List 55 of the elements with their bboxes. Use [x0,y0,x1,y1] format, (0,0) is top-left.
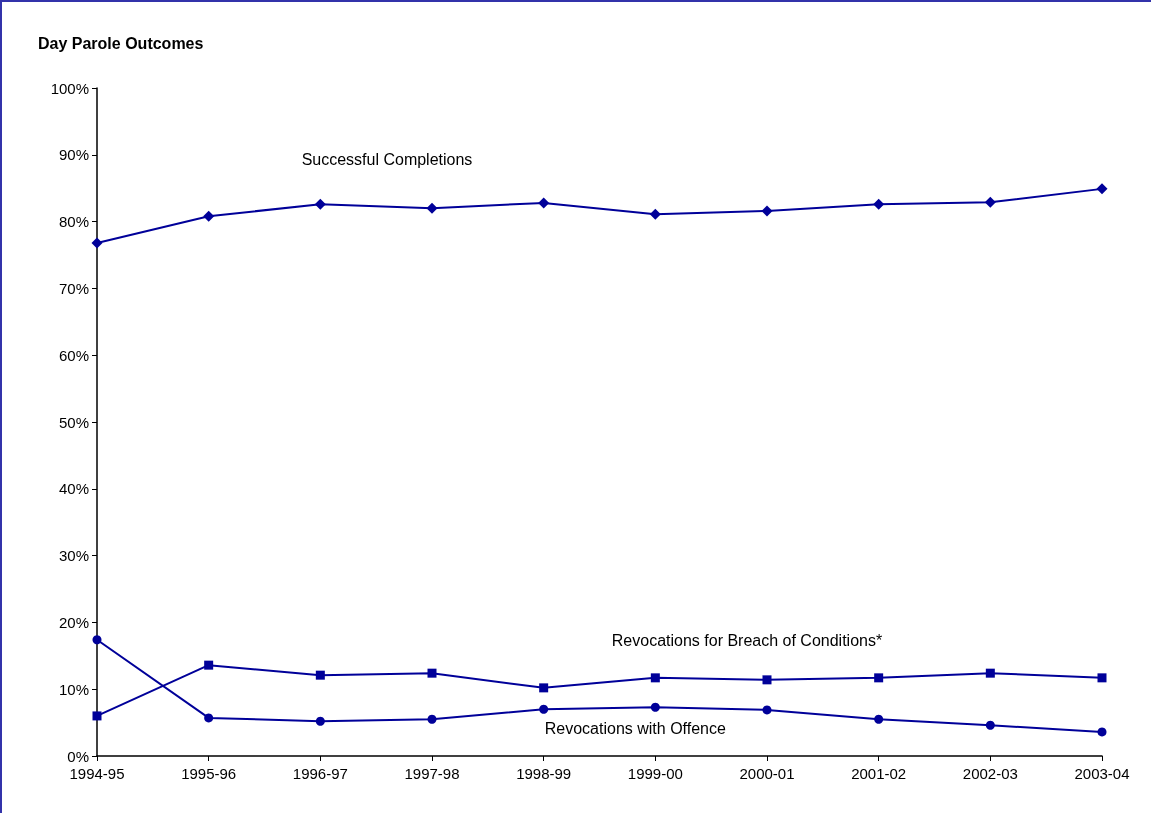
point [315,670,325,680]
y-tick-label: 20% [58,613,89,631]
point [649,208,661,220]
point [92,711,102,721]
point [426,202,438,214]
point [203,210,215,222]
x-tick-label: 1997-98 [404,765,460,782]
x-tick-label: 2002-03 [962,765,1018,782]
x-tick-label: 1994-95 [69,765,125,782]
point [650,673,660,683]
text: Successful Completions [301,151,473,169]
chart-title: Day Parole Outcomes [38,34,204,52]
point [985,720,995,730]
x-tick-label: 2003-04 [1074,765,1130,782]
y-tick-label: 100% [50,79,89,97]
y-tick-label: 70% [58,279,89,297]
y-tick-label: 90% [58,146,89,164]
point [539,704,549,714]
x-tick-label: 1999-00 [627,765,683,782]
point [650,702,660,712]
x-tick-label: 1996-97 [292,765,348,782]
y-tick-label: 30% [58,547,89,565]
point [539,683,549,693]
y-tick-label: 40% [58,480,89,498]
x-tick-label: 1998-99 [516,765,572,782]
x-tick-label: 2001-02 [851,765,907,782]
point [204,660,214,670]
y-tick-label: 80% [58,213,89,231]
y-tick-label: 0% [67,747,89,765]
point [91,237,103,249]
point [761,205,773,217]
y-tick-label: 10% [58,680,89,698]
point [1096,183,1108,195]
point [427,668,437,678]
point [985,668,995,678]
y-tick-label: 50% [58,413,89,431]
point [204,713,214,723]
point [874,673,884,683]
point [762,675,772,685]
series-label: Revocations with Offence [544,720,726,738]
y-tick-label: 60% [58,346,89,364]
point [92,635,102,645]
point [984,196,996,208]
point [427,714,437,724]
point [315,716,325,726]
point [538,197,550,209]
point [762,705,772,715]
x-tick-label: 1995-96 [181,765,237,782]
point [873,198,885,210]
point [1097,673,1107,683]
point [1097,727,1107,737]
x-tick-label: 2000-01 [739,765,795,782]
series-label: Revocations for Breach of Conditions* [611,631,883,649]
point [314,198,326,210]
point [874,714,884,724]
